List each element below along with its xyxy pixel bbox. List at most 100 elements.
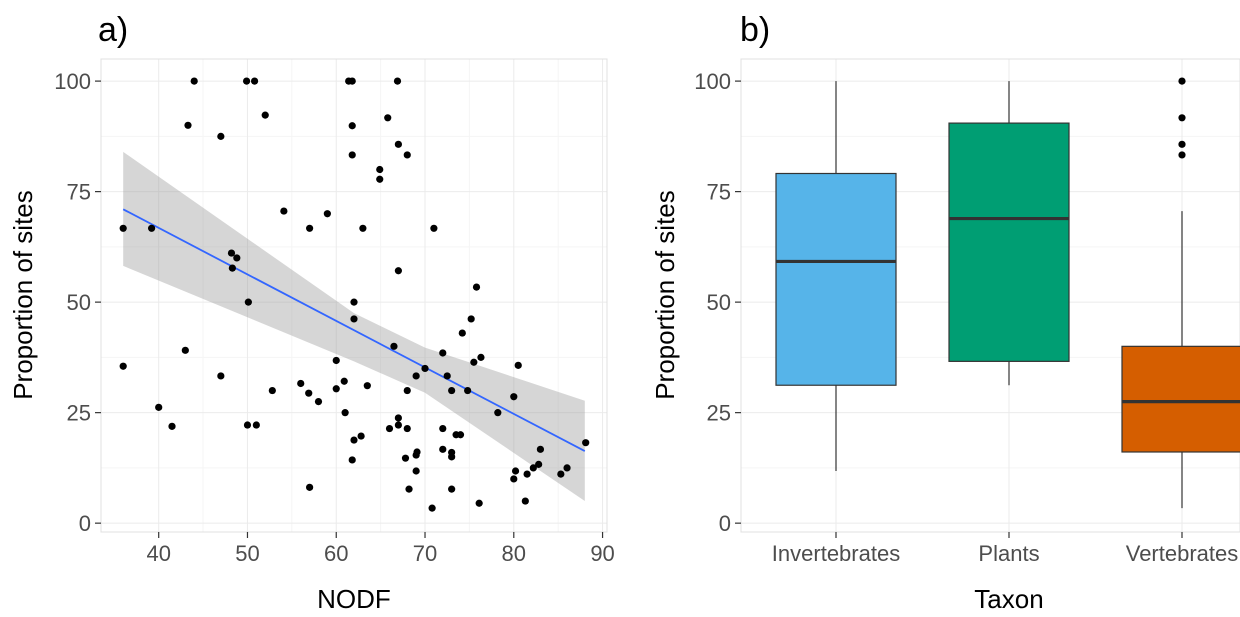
- data-point: [475, 499, 483, 507]
- data-points: [119, 77, 590, 512]
- data-point: [233, 254, 241, 262]
- box-series: [775, 77, 1240, 509]
- data-point: [536, 445, 545, 453]
- data-point: [439, 424, 447, 433]
- panel-a-label: a): [98, 11, 128, 49]
- panel-a-x-axis-title: NODF: [317, 584, 391, 612]
- data-point: [535, 460, 543, 468]
- data-point: [243, 421, 252, 429]
- data-point: [464, 386, 472, 395]
- outlier-point: [1178, 114, 1186, 122]
- y-tick-label: 75: [707, 180, 731, 205]
- y-tick-label: 0: [719, 511, 731, 536]
- data-point: [405, 485, 413, 493]
- data-point: [155, 403, 163, 411]
- data-point: [168, 422, 176, 430]
- panel-a-plot-frame: [100, 58, 608, 533]
- y-tick-label: 75: [67, 180, 91, 205]
- data-point: [280, 207, 288, 215]
- data-point: [227, 249, 236, 257]
- y-tick-label: 50: [67, 290, 91, 315]
- data-point: [261, 111, 269, 119]
- data-point: [428, 504, 436, 512]
- data-point: [477, 353, 485, 361]
- data-point: [217, 372, 225, 380]
- regression-line: [122, 208, 586, 452]
- data-point: [563, 464, 571, 472]
- outlier-point: [1178, 140, 1186, 148]
- data-point: [443, 372, 451, 380]
- box-invertebrates: [775, 81, 897, 471]
- panel-a-gridlines: [101, 59, 607, 532]
- data-point: [359, 224, 367, 232]
- data-point: [470, 358, 478, 366]
- x-tick-label: 60: [324, 541, 348, 566]
- data-point: [306, 483, 314, 491]
- data-point: [297, 379, 305, 388]
- data-point: [582, 439, 590, 447]
- data-point: [403, 151, 411, 159]
- data-point: [350, 315, 358, 323]
- data-point: [332, 385, 340, 393]
- data-point: [350, 298, 358, 306]
- data-point: [390, 342, 398, 350]
- panel-b-plot-frame: [740, 58, 1240, 533]
- data-point: [305, 389, 313, 397]
- data-point: [510, 475, 518, 483]
- data-point: [394, 414, 402, 422]
- x-tick-label: 70: [413, 541, 437, 566]
- data-point: [148, 224, 156, 232]
- data-point: [511, 467, 520, 475]
- panel-b-x-axis-title: Taxon: [974, 584, 1043, 612]
- data-point: [456, 431, 465, 439]
- x-tick-label: 80: [502, 541, 526, 566]
- data-point: [394, 140, 402, 148]
- panel-a-scatter: a) 40 50 60 70 80 90 0 25 50 75 100 NODF Proportio…: [8, 11, 615, 614]
- data-point: [228, 264, 236, 272]
- data-point: [181, 346, 189, 354]
- data-point: [467, 315, 475, 323]
- data-point: [348, 77, 356, 85]
- confidence-band: [123, 151, 585, 502]
- panel-a-axis-ticks: 40 50 60 70 80 90 0 25 50 75 100: [54, 69, 615, 566]
- x-category-label: Plants: [978, 541, 1039, 566]
- data-point: [384, 114, 392, 122]
- y-tick-label: 25: [67, 401, 91, 426]
- data-point: [363, 382, 371, 390]
- x-tick-label: 40: [146, 541, 170, 566]
- data-point: [350, 436, 358, 444]
- data-point: [401, 454, 410, 462]
- x-tick-label: 50: [235, 541, 259, 566]
- data-point: [448, 453, 456, 461]
- y-tick-label: 100: [694, 69, 731, 94]
- data-point: [413, 448, 421, 456]
- data-point: [268, 386, 276, 395]
- data-point: [340, 377, 348, 385]
- data-point: [403, 424, 411, 433]
- data-point: [242, 77, 251, 85]
- x-category-label: Vertebrates: [1126, 541, 1239, 566]
- data-point: [472, 283, 481, 291]
- interquartile-box: [1121, 345, 1240, 453]
- data-point: [529, 464, 537, 472]
- data-point: [341, 409, 349, 417]
- data-point: [510, 393, 518, 401]
- data-point: [376, 175, 384, 183]
- data-point: [376, 165, 384, 174]
- data-point: [314, 397, 323, 406]
- data-point: [348, 456, 356, 464]
- data-point: [430, 224, 438, 232]
- panel-b-label: b): [740, 11, 770, 49]
- data-point: [557, 470, 565, 478]
- x-tick-label: 90: [590, 541, 614, 566]
- data-point: [190, 77, 198, 85]
- data-point: [439, 349, 447, 357]
- data-point: [458, 329, 466, 337]
- interquartile-box: [948, 122, 1070, 362]
- data-point: [332, 356, 340, 365]
- panel-b-y-axis-title: Proportion of sites: [650, 190, 680, 400]
- y-tick-label: 0: [79, 511, 91, 536]
- data-point: [394, 267, 402, 275]
- data-point: [394, 421, 402, 429]
- panel-b-boxplot: b) 0 25 50 75 100 Invertebrates Plants Vertebra…: [650, 11, 1240, 614]
